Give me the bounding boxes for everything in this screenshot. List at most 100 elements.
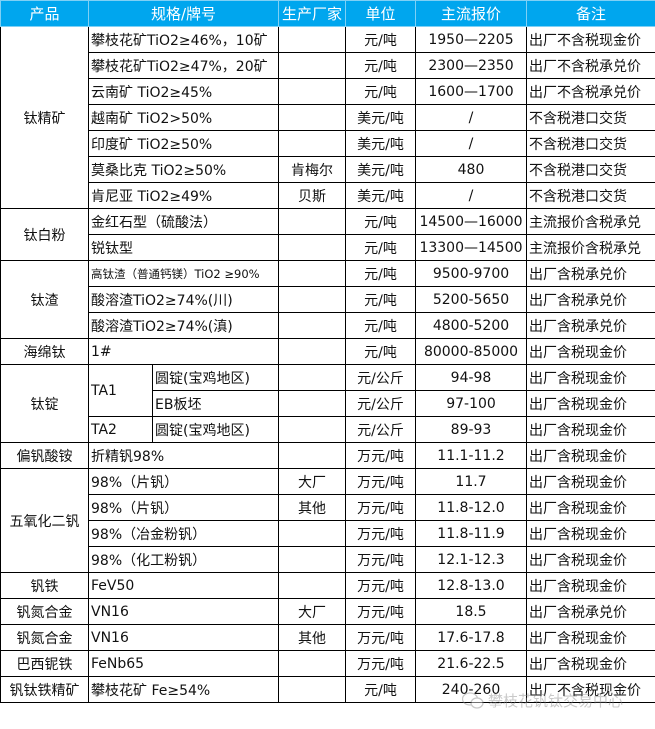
price-cell: 9500-9700: [415, 260, 527, 287]
note-cell: 出厂含税现金价: [526, 650, 655, 677]
watermark-text: 攀枝花钒钛交易中心: [488, 692, 624, 710]
table-row: 越南矿 TiO2>50% 美元/吨 / 不含税港口交货: [1, 104, 655, 131]
price-cell: /: [415, 104, 527, 131]
note-cell: 出厂含税承兑价: [526, 312, 655, 339]
note-cell: 出厂不含税承兑价: [526, 78, 655, 105]
maker-cell: [278, 234, 346, 261]
product-cell: 钒铁: [0, 572, 89, 599]
table-row: 98%（化工粉钒） 万元/吨 12.1-12.3 出厂含税现金价: [1, 546, 655, 573]
unit-cell: 元/吨: [345, 338, 416, 365]
header-price: 主流报价: [415, 0, 527, 27]
table-row: 锐钛型 元/吨 13300—14500 主流报价含税承兑: [1, 234, 655, 261]
maker-cell: [278, 546, 346, 573]
maker-cell: 大厂: [278, 598, 346, 625]
unit-cell: 元/吨: [345, 208, 416, 235]
spec-cell: 印度矿 TiO2≥50%: [88, 130, 279, 157]
price-cell: 11.7: [415, 468, 527, 495]
unit-cell: 元/公斤: [345, 390, 416, 417]
table-row: 海绵钛 1# 元/吨 80000-85000 出厂含税现金价: [0, 338, 655, 365]
note-cell: 出厂不含税承兑价: [526, 52, 655, 79]
header-spec: 规格/牌号: [88, 0, 279, 27]
spec-cell: 锐钛型: [88, 234, 279, 261]
note-cell: 出厂含税承兑价: [526, 260, 655, 287]
unit-cell: 美元/吨: [345, 130, 416, 157]
maker-cell: [278, 520, 346, 547]
price-cell: 480: [415, 156, 527, 183]
maker-cell: [278, 442, 346, 469]
note-cell: 出厂含税现金价: [526, 624, 655, 651]
maker-cell: [278, 208, 346, 235]
price-cell: 14500—16000: [415, 208, 527, 235]
maker-cell: [278, 364, 346, 391]
unit-cell: 元/吨: [345, 78, 416, 105]
note-cell: 出厂含税现金价: [526, 416, 655, 443]
unit-cell: 万元/吨: [345, 572, 416, 599]
unit-cell: 美元/吨: [345, 104, 416, 131]
note-cell: 出厂含税现金价: [526, 390, 655, 417]
price-cell: 21.6-22.5: [415, 650, 527, 677]
price-cell: 11.8-11.9: [415, 520, 527, 547]
header-product: 产品: [0, 0, 89, 27]
note-cell: 不含税港口交货: [526, 156, 655, 183]
price-cell: 97-100: [415, 390, 527, 417]
product-cell: 五氧化二钒: [0, 468, 89, 573]
spec-cell: 酸溶渣TiO2≥74%(川): [88, 286, 279, 313]
table-row: 莫桑比克 TiO2≥50% 肯梅尔 美元/吨 480 不含税港口交货: [1, 156, 655, 183]
spec-cell: 98%（片钒）: [88, 494, 279, 521]
maker-cell: [278, 104, 346, 131]
price-cell: /: [415, 182, 527, 209]
maker-cell: [278, 26, 346, 53]
spec-cell: 攀枝花矿TiO2≥46%，10矿: [88, 26, 279, 53]
spec-cell: 98%（化工粉钒）: [88, 546, 279, 573]
unit-cell: 元/吨: [345, 312, 416, 339]
table-row: 印度矿 TiO2≥50% 美元/吨 / 不含税港口交货: [1, 130, 655, 157]
spec-cell: 98%（片钒）: [88, 468, 279, 495]
maker-cell: [278, 650, 346, 677]
maker-cell: [278, 130, 346, 157]
product-cell: 巴西铌铁: [0, 650, 89, 677]
header-unit: 单位: [345, 0, 416, 27]
price-cell: 94-98: [415, 364, 527, 391]
spec-cell: 越南矿 TiO2>50%: [88, 104, 279, 131]
maker-cell: [278, 260, 346, 287]
maker-cell: 大厂: [278, 468, 346, 495]
note-cell: 主流报价含税承兑: [526, 234, 655, 261]
maker-cell: [278, 676, 346, 703]
unit-cell: 元/吨: [345, 52, 416, 79]
price-cell: 1600—1700: [415, 78, 527, 105]
header-row: 产品 规格/牌号 生产厂家 单位 主流报价 备注: [0, 0, 655, 27]
maker-cell: 肯梅尔: [278, 156, 346, 183]
note-cell: 出厂含税现金价: [526, 520, 655, 547]
note-cell: 不含税港口交货: [526, 130, 655, 157]
maker-cell: [278, 572, 346, 599]
table-row: 钛精矿 攀枝花矿TiO2≥46%，10矿 元/吨 1950—2205 出厂不含税现金价: [0, 26, 655, 209]
price-cell: 1950—2205: [415, 26, 527, 53]
maker-cell: [278, 390, 346, 417]
spec-cell: 攀枝花矿 Fe≥54%: [88, 676, 279, 703]
unit-cell: 万元/吨: [345, 468, 416, 495]
unit-cell: 元/吨: [345, 26, 416, 53]
maker-cell: [278, 416, 346, 443]
maker-cell: [278, 286, 346, 313]
product-cell: 海绵钛: [0, 338, 89, 365]
table-row: 酸溶渣TiO2≥74%(川) 元/吨 5200-5650 出厂含税承兑价: [1, 286, 655, 313]
table-row: 肯尼亚 TiO2≥49% 贝斯 美元/吨 / 不含税港口交货: [1, 182, 655, 209]
price-cell: 12.1-12.3: [415, 546, 527, 573]
spec-cell: 肯尼亚 TiO2≥49%: [88, 182, 279, 209]
spec-cell: 酸溶渣TiO2≥74%(滇): [88, 312, 279, 339]
table-row: 钒钛铁精矿 攀枝花矿 Fe≥54% 元/吨 240-260 出厂不含税现金价: [0, 676, 655, 703]
unit-cell: 万元/吨: [345, 546, 416, 573]
table-row: 钒铁 FeV50 万元/吨 12.8-13.0 出厂含税现金价: [0, 572, 655, 599]
product-cell: 偏钒酸铵: [0, 442, 89, 469]
table-row: 钛锭 TA1 圆锭(宝鸡地区) 元/公斤 94-98 出厂含税现金价: [0, 364, 655, 443]
maker-cell: 其他: [278, 494, 346, 521]
note-cell: 出厂含税现金价: [526, 442, 655, 469]
price-table: 产品 规格/牌号 生产厂家 单位 主流报价 备注 钛精矿 攀枝花矿TiO2≥46%…: [0, 0, 655, 703]
unit-cell: 万元/吨: [345, 650, 416, 677]
price-cell: 11.1-11.2: [415, 442, 527, 469]
unit-cell: 万元/吨: [345, 494, 416, 521]
table-row: 云南矿 TiO2≥45% 元/吨 1600—1700 出厂不含税承兑价: [1, 78, 655, 105]
grade-cell: TA1: [88, 364, 153, 417]
unit-cell: 元/公斤: [345, 416, 416, 443]
table-row: 巴西铌铁 FeNb65 万元/吨 21.6-22.5 出厂含税现金价: [0, 650, 655, 677]
